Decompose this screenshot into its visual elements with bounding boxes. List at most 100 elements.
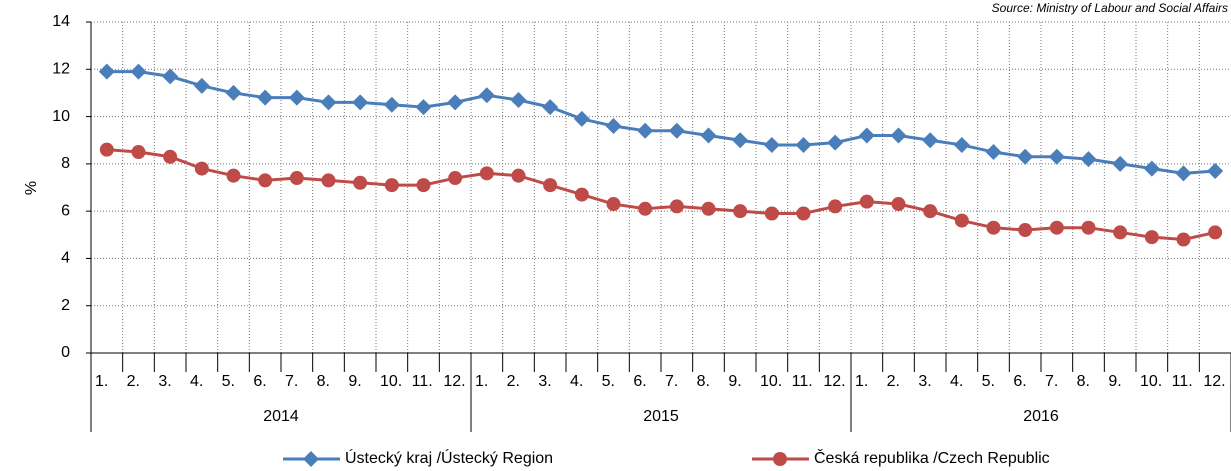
x-tick-label: 2. <box>887 373 900 390</box>
point <box>162 68 179 85</box>
point <box>700 127 717 144</box>
year-label: 2015 <box>643 408 679 425</box>
point <box>131 145 146 160</box>
x-tick-label: 8. <box>317 373 330 390</box>
point <box>130 63 147 80</box>
x-tick-label: 7. <box>1045 373 1058 390</box>
point <box>638 201 653 216</box>
x-tick-label: 11. <box>792 373 813 390</box>
point <box>985 144 1002 161</box>
y-tick-label: 4 <box>61 250 70 267</box>
x-tick-label: 8. <box>697 373 710 390</box>
point <box>1049 220 1064 235</box>
x-tick-label: 7. <box>665 373 678 390</box>
point <box>416 178 431 193</box>
point <box>1112 155 1129 172</box>
point <box>1207 162 1224 179</box>
point <box>701 201 716 216</box>
x-tick-label: 11. <box>1172 373 1193 390</box>
point <box>923 204 938 219</box>
point <box>478 87 495 104</box>
point <box>669 199 684 214</box>
series-line <box>106 70 1216 175</box>
point <box>1208 225 1223 240</box>
point <box>732 132 749 149</box>
point <box>796 206 811 221</box>
point <box>511 168 526 183</box>
year-label: 2014 <box>263 408 299 425</box>
x-tick-label: 8. <box>1077 373 1090 390</box>
x-tick-label: 3. <box>158 373 171 390</box>
point <box>1143 160 1160 177</box>
x-tick-label: 1. <box>855 373 868 390</box>
y-tick-label: 8 <box>61 155 70 172</box>
point <box>542 99 559 116</box>
y-tick-label: 2 <box>61 297 70 314</box>
point <box>321 173 336 188</box>
point <box>891 197 906 212</box>
point <box>573 110 590 127</box>
x-tick-label: 10. <box>380 373 402 390</box>
point <box>193 77 210 94</box>
point <box>257 89 274 106</box>
point <box>1081 220 1096 235</box>
point <box>1144 230 1159 245</box>
x-tick-label: 4. <box>950 373 963 390</box>
point <box>764 206 779 221</box>
x-tick-label: 2. <box>127 373 140 390</box>
point <box>795 136 812 153</box>
point <box>415 99 432 116</box>
x-tick-label: 7. <box>285 373 298 390</box>
point <box>384 178 399 193</box>
year-label: 2016 <box>1023 408 1059 425</box>
point <box>1017 148 1034 165</box>
legend-marker <box>773 452 787 466</box>
point <box>226 168 241 183</box>
point <box>890 127 907 144</box>
y-tick-label: 0 <box>61 344 70 361</box>
point <box>352 94 369 111</box>
point <box>828 199 843 214</box>
point <box>1018 223 1033 238</box>
point <box>289 171 304 186</box>
y-tick-label: 6 <box>61 202 70 219</box>
x-tick-label: 6. <box>633 373 646 390</box>
point <box>605 118 622 135</box>
legend-marker <box>303 451 319 467</box>
point <box>288 89 305 106</box>
point <box>922 132 939 149</box>
x-tick-label: 3. <box>538 373 551 390</box>
x-tick-label: 10. <box>760 373 782 390</box>
y-tick-label: 10 <box>52 108 70 125</box>
point <box>194 161 209 176</box>
point <box>447 94 464 111</box>
x-tick-label: 4. <box>190 373 203 390</box>
source-note: Source: Ministry of Labour and Social Af… <box>992 1 1228 15</box>
x-tick-label: 9. <box>348 373 361 390</box>
point <box>827 134 844 151</box>
point <box>733 204 748 219</box>
x-tick-label: 4. <box>570 373 583 390</box>
point <box>1175 165 1192 182</box>
x-tick-label: 5. <box>222 373 235 390</box>
point <box>1048 148 1065 165</box>
point <box>258 173 273 188</box>
x-tick-label: 12. <box>1203 373 1225 390</box>
point <box>1113 225 1128 240</box>
point <box>353 175 368 190</box>
point <box>763 136 780 153</box>
point <box>99 142 114 157</box>
point <box>954 213 969 228</box>
x-tick-label: 3. <box>918 373 931 390</box>
point <box>1080 151 1097 168</box>
x-tick-label: 1. <box>95 373 108 390</box>
x-tick-label: 12. <box>823 373 845 390</box>
x-tick-label: 9. <box>1108 373 1121 390</box>
x-tick-label: 11. <box>412 373 433 390</box>
point <box>320 94 337 111</box>
x-tick-label: 5. <box>602 373 615 390</box>
point <box>98 63 115 80</box>
point <box>163 149 178 164</box>
point <box>225 84 242 101</box>
point <box>986 220 1001 235</box>
